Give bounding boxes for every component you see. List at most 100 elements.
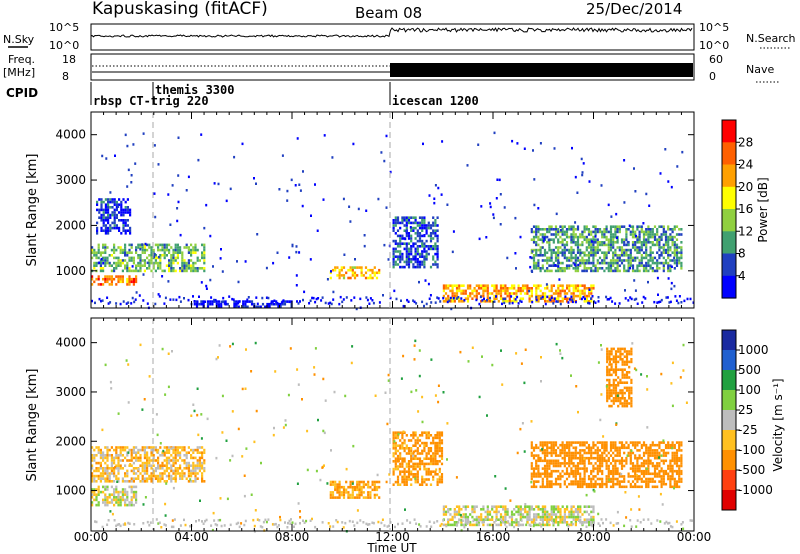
heatmap-cell xyxy=(451,287,454,290)
heatmap-cell xyxy=(583,267,586,270)
heatmap-cell xyxy=(163,472,166,475)
heatmap-cell xyxy=(598,441,602,444)
heatmap-cell xyxy=(546,446,549,450)
heatmap-cell xyxy=(607,246,610,249)
heatmap-cell xyxy=(585,510,588,514)
heatmap-cell xyxy=(612,477,615,481)
heatmap-cell xyxy=(395,297,398,301)
heatmap-cell xyxy=(414,242,417,245)
heatmap-cell xyxy=(614,360,618,364)
heatmap-cell xyxy=(288,300,291,304)
heatmap-cell xyxy=(616,228,619,231)
heatmap-cell xyxy=(418,483,422,486)
heatmap-cell xyxy=(95,256,98,260)
heatmap-cell xyxy=(434,260,437,264)
heatmap-cell xyxy=(504,505,507,508)
heatmap-cell xyxy=(530,451,533,455)
heatmap-cell xyxy=(574,254,577,257)
heatmap-cell xyxy=(506,508,509,511)
heatmap-cell xyxy=(607,264,610,267)
heatmap-cell xyxy=(141,408,144,411)
heatmap-cell xyxy=(176,254,179,257)
heatmap-cell xyxy=(499,292,503,295)
heatmap-cell xyxy=(647,241,650,244)
heatmap-cell xyxy=(401,475,404,479)
heatmap-cell xyxy=(126,185,129,188)
heatmap-cell xyxy=(585,246,588,249)
heatmap-cell xyxy=(128,280,131,284)
heatmap-cell xyxy=(572,518,575,521)
heatmap-cell xyxy=(557,246,560,249)
heatmap-cell xyxy=(187,251,190,254)
heatmap-cell xyxy=(565,446,569,450)
heatmap-cell xyxy=(609,261,613,265)
heatmap-cell xyxy=(614,363,618,366)
heatmap-cell xyxy=(627,299,630,302)
heatmap-cell xyxy=(610,347,613,351)
heatmap-cell xyxy=(196,467,199,470)
heatmap-cell xyxy=(113,203,116,206)
heatmap-cell xyxy=(104,498,107,502)
heatmap-cell xyxy=(625,358,629,361)
heatmap-cell xyxy=(405,462,408,466)
heatmap-cell xyxy=(196,472,199,475)
heatmap-cell xyxy=(421,252,424,256)
heatmap-cell xyxy=(550,251,553,254)
heatmap-cell xyxy=(576,462,580,465)
heatmap-cell xyxy=(203,267,206,270)
heatmap-cell xyxy=(148,477,151,480)
heatmap-cell xyxy=(557,469,560,473)
heatmap-cell xyxy=(574,243,577,247)
heatmap-cell xyxy=(581,173,584,177)
heatmap-cell xyxy=(610,352,613,356)
heatmap-cell xyxy=(414,260,417,264)
heatmap-cell xyxy=(552,518,555,521)
heatmap-cell xyxy=(475,523,478,527)
heatmap-cell xyxy=(93,280,96,284)
heatmap-cell xyxy=(174,251,177,254)
heatmap-cell xyxy=(581,454,584,457)
heatmap-cell xyxy=(150,464,153,467)
heatmap-cell xyxy=(172,256,175,260)
heatmap-cell xyxy=(515,505,518,508)
heatmap-cell xyxy=(636,467,639,470)
heatmap-cell xyxy=(590,480,593,483)
heatmap-cell xyxy=(495,513,498,516)
heatmap-cell xyxy=(442,284,445,287)
heatmap-cell xyxy=(667,228,670,231)
heatmap-cell xyxy=(502,521,505,524)
heatmap-cell xyxy=(115,213,118,217)
heatmap-cell xyxy=(201,256,204,260)
heatmap-cell xyxy=(563,451,566,455)
heatmap-cell xyxy=(625,360,629,364)
heatmap-cell xyxy=(669,267,672,270)
heatmap-cell xyxy=(121,259,124,262)
heatmap-cell xyxy=(373,488,376,492)
heatmap-cell xyxy=(394,452,397,455)
heatmap-cell xyxy=(563,508,566,511)
heatmap-cell xyxy=(576,267,580,270)
heatmap-cell xyxy=(157,464,160,467)
heatmap-cell xyxy=(108,264,111,267)
heatmap-cell xyxy=(678,456,681,460)
heatmap-cell xyxy=(544,294,547,298)
heatmap-cell xyxy=(656,456,659,460)
heatmap-cell xyxy=(367,268,370,272)
heatmap-cell xyxy=(563,521,566,524)
heatmap-cell xyxy=(203,246,206,249)
heatmap-cell xyxy=(486,505,489,508)
heatmap-cell xyxy=(91,459,94,462)
heatmap-cell xyxy=(111,206,114,209)
heatmap-cell xyxy=(662,256,665,260)
heatmap-cell xyxy=(389,296,392,300)
heatmap-cell xyxy=(579,294,582,298)
heatmap-cell xyxy=(558,278,561,281)
heatmap-cell xyxy=(464,297,467,300)
heatmap-cell xyxy=(557,505,560,508)
heatmap-cell xyxy=(181,256,184,260)
heatmap-cell xyxy=(546,295,549,299)
heatmap-cell xyxy=(554,464,558,468)
heatmap-cell xyxy=(375,480,379,484)
heatmap-cell xyxy=(97,474,100,478)
heatmap-cell xyxy=(405,252,408,256)
